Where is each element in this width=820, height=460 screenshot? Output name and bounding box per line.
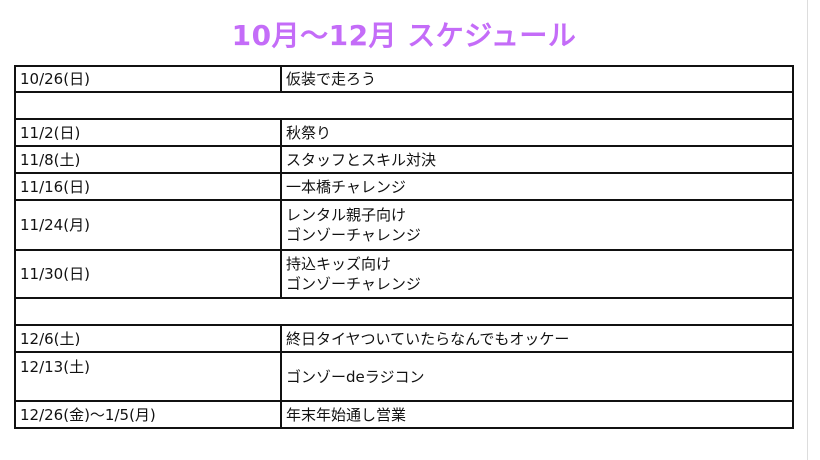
blank-cell bbox=[14, 297, 794, 326]
table-row: 12/13(土) ゴンゾーdeラジコン bbox=[14, 351, 794, 402]
event-cell: 年末年始通し営業 bbox=[280, 400, 794, 429]
event-cell: スタッフとスキル対決 bbox=[280, 145, 794, 174]
blank-cell bbox=[14, 91, 794, 120]
event-line: レンタル親子向け bbox=[286, 206, 407, 224]
table-row: 12/26(金)〜1/5(月) 年末年始通し営業 bbox=[14, 400, 794, 429]
event-cell: 終日タイヤついていたらなんでもオッケー bbox=[280, 324, 794, 353]
event-line: 持込キッズ向け bbox=[286, 255, 392, 273]
date-cell: 11/24(月) bbox=[14, 199, 282, 251]
event-line: 仮装で走ろう bbox=[286, 70, 377, 88]
event-line: ゴンゾーdeラジコン bbox=[286, 367, 425, 386]
table-row: 11/30(日) 持込キッズ向けゴンゾーチャレンジ bbox=[14, 249, 794, 299]
event-cell: レンタル親子向け ゴンゾーチャレンジ bbox=[280, 199, 794, 251]
spacer-row bbox=[14, 91, 794, 120]
date-cell: 12/13(土) bbox=[14, 351, 282, 402]
event-line: ゴンゾーチャレンジ bbox=[286, 275, 421, 293]
event-cell: ゴンゾーdeラジコン bbox=[280, 351, 794, 402]
event-cell: 仮装で走ろう bbox=[280, 65, 794, 93]
date-cell: 11/16(日) bbox=[14, 172, 282, 201]
event-line: 一本橋チャレンジ bbox=[286, 177, 406, 196]
page-title: 10月〜12月 スケジュール bbox=[231, 19, 577, 52]
table-row: 11/8(土) スタッフとスキル対決 bbox=[14, 145, 794, 174]
spacer-row bbox=[14, 297, 794, 326]
event-line: ゴンゾーチャレンジ bbox=[286, 226, 421, 244]
date-cell: 11/30(日) bbox=[14, 249, 282, 299]
table-row: 11/16(日) 一本橋チャレンジ bbox=[14, 172, 794, 201]
event-line: 年末年始通し営業 bbox=[286, 405, 407, 424]
event-line: スタッフとスキル対決 bbox=[286, 150, 437, 169]
event-line: 秋祭り bbox=[286, 123, 332, 142]
date-cell: 10/26(日) bbox=[14, 65, 282, 93]
schedule-table: 10/26(日) 仮装で走ろう 11/2(日) 秋祭り 11/8(土) スタッフとスキル対… bbox=[14, 65, 794, 429]
date-cell: 12/26(金)〜1/5(月) bbox=[14, 400, 282, 429]
date-cell: 11/2(日) bbox=[14, 118, 282, 147]
event-line: 終日タイヤついていたらなんでもオッケー bbox=[286, 329, 570, 348]
table-row: 11/24(月) レンタル親子向け ゴンゾーチャレンジ bbox=[14, 199, 794, 251]
event-cell: 持込キッズ向けゴンゾーチャレンジ bbox=[280, 249, 794, 299]
page-edge-divider bbox=[807, 0, 808, 460]
table-row: 12/6(土) 終日タイヤついていたらなんでもオッケー bbox=[14, 324, 794, 353]
event-cell: 秋祭り bbox=[280, 118, 794, 147]
table-row: 10/26(日) 仮装で走ろう bbox=[14, 65, 794, 93]
event-cell: 一本橋チャレンジ bbox=[280, 172, 794, 201]
date-cell: 11/8(土) bbox=[14, 145, 282, 174]
table-row: 11/2(日) 秋祭り bbox=[14, 118, 794, 147]
date-cell: 12/6(土) bbox=[14, 324, 282, 353]
